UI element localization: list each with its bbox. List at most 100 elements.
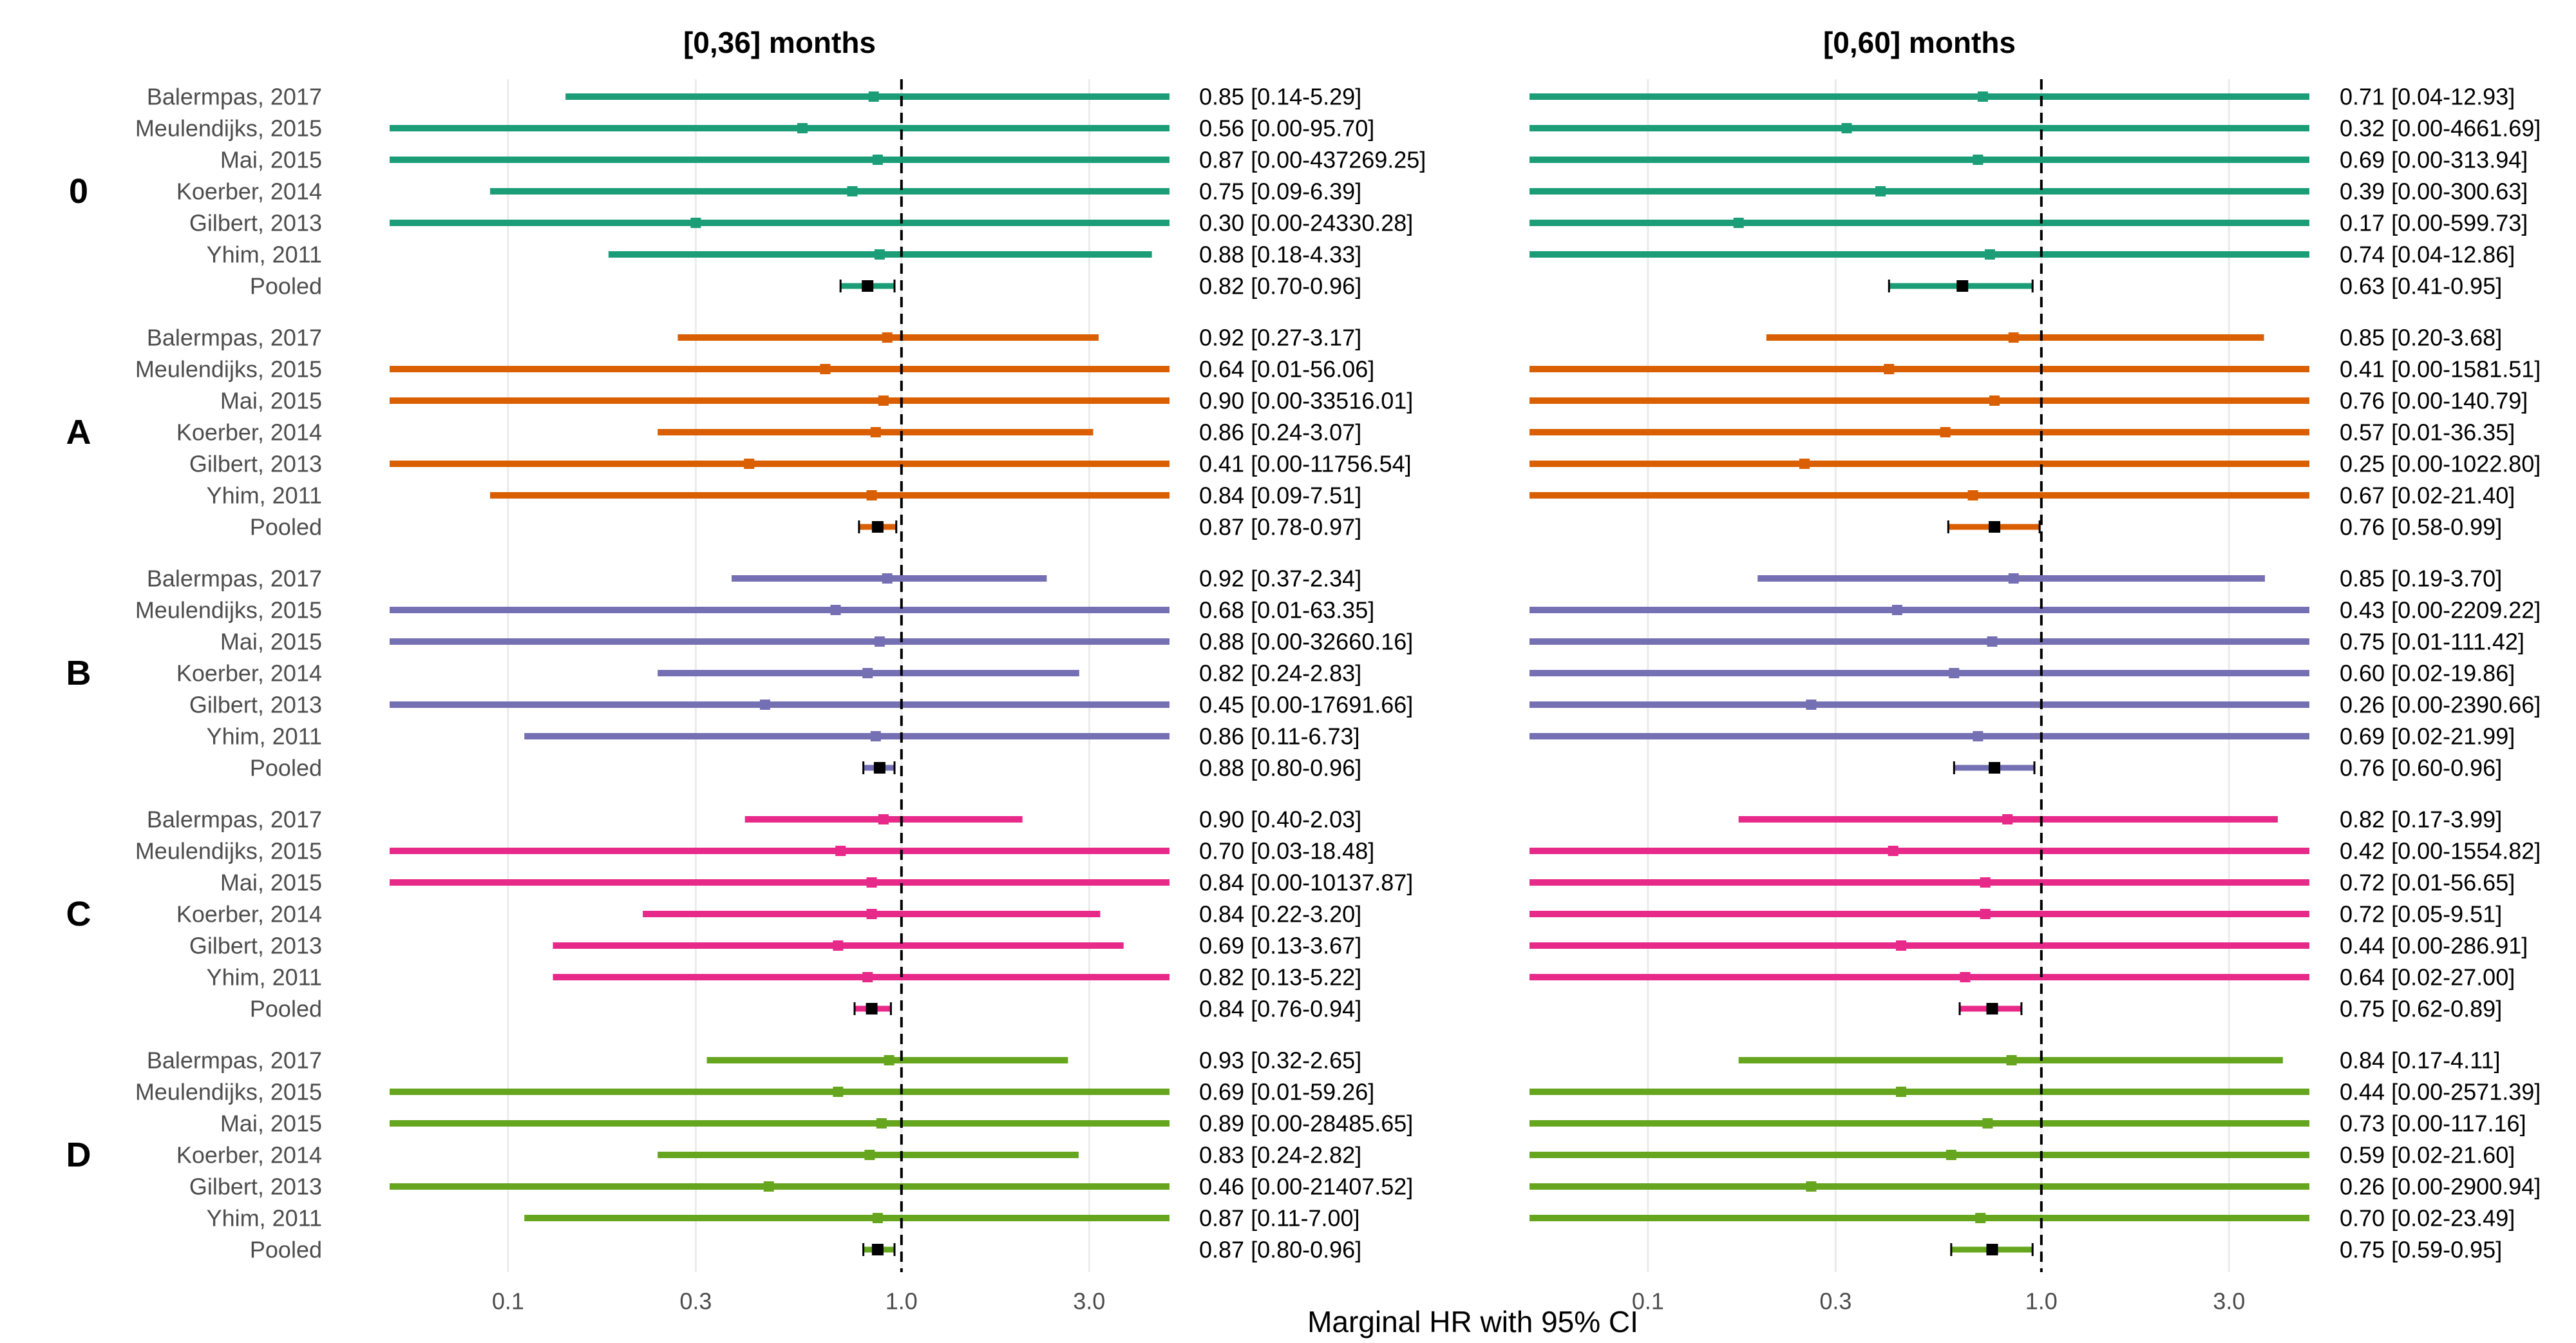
hr-value-label: 0.64 [0.01-56.06] bbox=[1199, 356, 1374, 383]
study-label: Gilbert, 2013 bbox=[189, 692, 322, 718]
study-label: Mai, 2015 bbox=[220, 388, 322, 414]
study-label: Meulendijks, 2015 bbox=[135, 1079, 322, 1105]
hr-value-label: 0.41 [0.00-1581.51] bbox=[2340, 356, 2541, 383]
study-label: Balermpas, 2017 bbox=[147, 325, 322, 351]
hr-value-label: 0.46 [0.00-21407.52] bbox=[1199, 1174, 1413, 1200]
hr-value-label: 0.87 [0.78-0.97] bbox=[1199, 514, 1361, 540]
hr-point bbox=[874, 636, 885, 647]
hr-value-label: 0.42 [0.00-1554.82] bbox=[2340, 838, 2541, 864]
hr-value-label: 0.75 [0.62-0.89] bbox=[2340, 996, 2502, 1022]
hr-point bbox=[1946, 1150, 1956, 1160]
hr-point bbox=[835, 846, 846, 856]
hr-point bbox=[1960, 972, 1971, 982]
hr-value-label: 0.76 [0.00-140.79] bbox=[2340, 388, 2528, 414]
hr-value-label: 0.87 [0.11-7.00] bbox=[1199, 1205, 1360, 1232]
hr-value-label: 0.87 [0.80-0.96] bbox=[1199, 1237, 1361, 1263]
hr-point bbox=[1949, 668, 1960, 678]
hr-point bbox=[1977, 91, 1988, 102]
hr-point bbox=[870, 731, 881, 741]
hr-point bbox=[866, 490, 877, 500]
group-label-0: 0 bbox=[69, 172, 88, 211]
hr-point bbox=[763, 1181, 774, 1192]
hr-point bbox=[833, 1087, 844, 1097]
hr-value-label: 0.72 [0.01-56.65] bbox=[2340, 870, 2515, 896]
pooled-point bbox=[862, 280, 874, 292]
hr-point bbox=[866, 877, 877, 888]
hr-value-label: 0.75 [0.09-6.39] bbox=[1199, 178, 1361, 205]
x-tick-label: 0.1 bbox=[1632, 1288, 1664, 1315]
hr-value-label: 0.92 [0.37-2.34] bbox=[1199, 566, 1361, 592]
hr-value-label: 0.87 [0.00-437269.25] bbox=[1199, 147, 1426, 173]
study-label: Pooled bbox=[250, 514, 322, 540]
hr-point bbox=[1975, 1213, 1986, 1223]
hr-point bbox=[2008, 573, 2019, 584]
hr-value-label: 0.82 [0.17-3.99] bbox=[2340, 806, 2502, 833]
hr-point bbox=[864, 1150, 875, 1160]
hr-point bbox=[759, 700, 770, 710]
hr-value-label: 0.25 [0.00-1022.80] bbox=[2340, 451, 2541, 477]
hr-value-label: 0.76 [0.58-0.99] bbox=[2340, 514, 2502, 540]
study-label: Balermpas, 2017 bbox=[147, 84, 322, 110]
hr-point bbox=[870, 427, 881, 437]
hr-point bbox=[1895, 1087, 1906, 1097]
hr-point bbox=[820, 364, 831, 374]
hr-point bbox=[868, 91, 879, 102]
hr-point bbox=[1989, 395, 2000, 406]
hr-point bbox=[1799, 459, 1810, 469]
study-label: Gilbert, 2013 bbox=[189, 451, 322, 477]
hr-value-label: 0.57 [0.01-36.35] bbox=[2340, 419, 2515, 446]
study-label: Yhim, 2011 bbox=[207, 723, 322, 750]
study-label: Meulendijks, 2015 bbox=[135, 115, 322, 142]
hr-value-label: 0.72 [0.05-9.51] bbox=[2340, 901, 2502, 928]
hr-point bbox=[1806, 1181, 1817, 1192]
group-label-D: D bbox=[66, 1136, 91, 1174]
hr-value-label: 0.67 [0.02-21.40] bbox=[2340, 482, 2515, 509]
hr-point bbox=[1973, 731, 1984, 741]
hr-point bbox=[1895, 940, 1906, 951]
study-label: Pooled bbox=[250, 273, 322, 300]
hr-point bbox=[1940, 427, 1951, 437]
hr-point bbox=[847, 186, 858, 196]
x-tick-label: 1.0 bbox=[886, 1288, 918, 1315]
hr-point bbox=[1980, 909, 1991, 919]
hr-point bbox=[1987, 636, 1998, 647]
hr-value-label: 0.88 [0.00-32660.16] bbox=[1199, 629, 1413, 655]
study-label: Mai, 2015 bbox=[220, 629, 322, 655]
hr-value-label: 0.70 [0.03-18.48] bbox=[1199, 838, 1374, 864]
hr-value-label: 0.92 [0.27-3.17] bbox=[1199, 325, 1361, 351]
hr-point bbox=[862, 972, 873, 982]
hr-point bbox=[878, 814, 889, 824]
hr-point bbox=[1733, 218, 1744, 228]
hr-point bbox=[866, 909, 877, 919]
hr-value-label: 0.85 [0.19-3.70] bbox=[2340, 566, 2502, 592]
hr-value-label: 0.45 [0.00-17691.66] bbox=[1199, 692, 1413, 718]
group-label-A: A bbox=[66, 413, 91, 452]
hr-point bbox=[874, 249, 885, 260]
x-tick-label: 0.3 bbox=[1819, 1288, 1852, 1315]
hr-value-label: 0.68 [0.01-63.35] bbox=[1199, 597, 1374, 624]
hr-point bbox=[1806, 700, 1817, 710]
hr-point bbox=[690, 218, 701, 228]
x-tick-label: 3.0 bbox=[1073, 1288, 1105, 1315]
hr-point bbox=[2006, 1055, 2017, 1065]
study-label: Balermpas, 2017 bbox=[147, 806, 322, 833]
hr-value-label: 0.75 [0.01-111.42] bbox=[2340, 629, 2524, 655]
hr-value-label: 0.82 [0.70-0.96] bbox=[1199, 273, 1361, 300]
pooled-point bbox=[1956, 280, 1969, 292]
study-label: Gilbert, 2013 bbox=[189, 933, 322, 959]
study-label: Gilbert, 2013 bbox=[189, 1174, 322, 1200]
x-tick-label: 0.1 bbox=[492, 1288, 524, 1315]
hr-value-label: 0.41 [0.00-11756.54] bbox=[1199, 451, 1412, 477]
hr-value-label: 0.84 [0.76-0.94] bbox=[1199, 996, 1361, 1022]
hr-point bbox=[876, 1118, 887, 1129]
hr-value-label: 0.84 [0.00-10137.87] bbox=[1199, 870, 1413, 896]
hr-point bbox=[1875, 186, 1886, 196]
hr-value-label: 0.69 [0.13-3.67] bbox=[1199, 933, 1361, 959]
pooled-point bbox=[1986, 1003, 1998, 1014]
hr-value-label: 0.85 [0.20-3.68] bbox=[2340, 325, 2502, 351]
x-axis-title: Marginal HR with 95% CI bbox=[1307, 1305, 1638, 1338]
hr-value-label: 0.39 [0.00-300.63] bbox=[2340, 178, 2528, 205]
study-label: Meulendijks, 2015 bbox=[135, 838, 322, 864]
hr-value-label: 0.30 [0.00-24330.28] bbox=[1199, 210, 1413, 236]
